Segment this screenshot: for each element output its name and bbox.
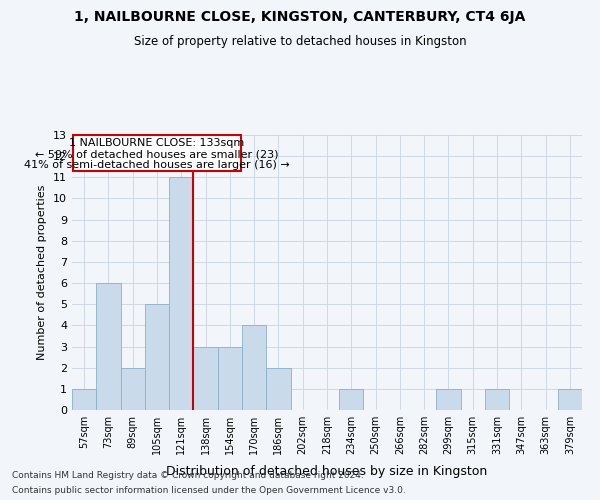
Bar xyxy=(96,283,121,410)
Bar xyxy=(339,389,364,410)
Text: Contains public sector information licensed under the Open Government Licence v3: Contains public sector information licen… xyxy=(12,486,406,495)
Bar xyxy=(193,346,218,410)
Bar xyxy=(72,389,96,410)
Text: 1 NAILBOURNE CLOSE: 133sqm: 1 NAILBOURNE CLOSE: 133sqm xyxy=(70,138,245,148)
Bar xyxy=(266,368,290,410)
Bar xyxy=(169,178,193,410)
Bar xyxy=(558,389,582,410)
Y-axis label: Number of detached properties: Number of detached properties xyxy=(37,185,47,360)
Bar xyxy=(436,389,461,410)
Text: 1, NAILBOURNE CLOSE, KINGSTON, CANTERBURY, CT4 6JA: 1, NAILBOURNE CLOSE, KINGSTON, CANTERBUR… xyxy=(74,10,526,24)
X-axis label: Distribution of detached houses by size in Kingston: Distribution of detached houses by size … xyxy=(166,466,488,478)
FancyBboxPatch shape xyxy=(73,135,241,171)
Bar xyxy=(145,304,169,410)
Text: 41% of semi-detached houses are larger (16) →: 41% of semi-detached houses are larger (… xyxy=(24,160,290,170)
Text: Size of property relative to detached houses in Kingston: Size of property relative to detached ho… xyxy=(134,35,466,48)
Bar xyxy=(218,346,242,410)
Text: ← 59% of detached houses are smaller (23): ← 59% of detached houses are smaller (23… xyxy=(35,150,279,160)
Bar xyxy=(485,389,509,410)
Bar xyxy=(242,326,266,410)
Bar xyxy=(121,368,145,410)
Text: Contains HM Land Registry data © Crown copyright and database right 2024.: Contains HM Land Registry data © Crown c… xyxy=(12,471,364,480)
